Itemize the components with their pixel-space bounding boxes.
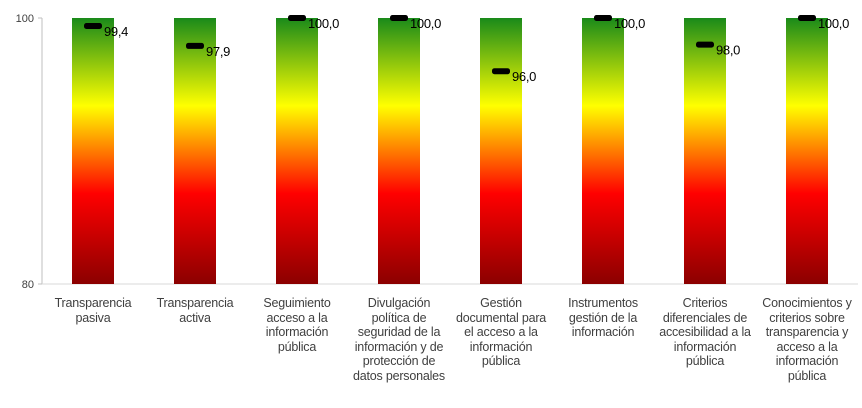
data-labels-group: 99,4 97,9 100,0 100,0 96,0 100,0 98,0 100,0 bbox=[104, 16, 849, 84]
data-label-7: 98,0 bbox=[716, 43, 740, 58]
x-tick-label-line: política de bbox=[371, 310, 427, 325]
x-tick-label-line: Gestión bbox=[480, 296, 522, 310]
data-label-2: 97,9 bbox=[206, 44, 230, 59]
x-tick-label-line: pasiva bbox=[75, 310, 111, 325]
x-tick-label-line: Divulgación bbox=[367, 296, 431, 310]
value-marker-5 bbox=[492, 68, 510, 75]
x-tick-label-line: información bbox=[265, 325, 329, 339]
bar-1 bbox=[72, 18, 114, 284]
value-marker-6 bbox=[594, 15, 612, 21]
bar-5 bbox=[480, 18, 522, 284]
x-tick-label-line: accesibilidad a la bbox=[659, 325, 751, 339]
x-tick-label-8: Conocimientos y criterios sobre transparen… bbox=[753, 296, 861, 383]
value-marker-3 bbox=[288, 15, 306, 21]
x-tick-label-6: Instrumentos gestión de la información bbox=[549, 296, 657, 340]
markers-group bbox=[84, 15, 816, 75]
bar-2 bbox=[174, 18, 216, 284]
x-tick-label-line: protección de bbox=[362, 354, 436, 368]
x-tick-label-line: Conocimientos y bbox=[762, 296, 852, 310]
x-tick-label-line: seguridad de la bbox=[357, 325, 441, 339]
x-tick-label-line: Seguimiento bbox=[263, 296, 331, 310]
data-label-5: 96,0 bbox=[512, 69, 536, 84]
data-label-6: 100,0 bbox=[614, 16, 645, 31]
x-tick-label-line: Instrumentos bbox=[568, 296, 638, 310]
x-tick-label-line: información bbox=[571, 325, 635, 339]
y-tick-label-top: 100 bbox=[16, 13, 34, 25]
x-tick-label-line: pública bbox=[787, 368, 827, 383]
x-tick-label-line: acceso a la bbox=[266, 310, 328, 325]
x-tick-label-line: documental para bbox=[455, 310, 547, 325]
bar-8 bbox=[786, 18, 828, 284]
bar-4 bbox=[378, 18, 420, 284]
x-tick-label-3: Seguimiento acceso a la información pública bbox=[243, 296, 351, 354]
value-marker-1 bbox=[84, 22, 102, 29]
x-tick-label-1: Transparencia pasiva bbox=[39, 296, 147, 325]
x-tick-label-line: información bbox=[673, 339, 737, 354]
x-tick-label-line: criterios sobre bbox=[769, 310, 845, 325]
bar-7 bbox=[684, 18, 726, 284]
x-tick-label-line: Transparencia bbox=[54, 296, 132, 310]
x-tick-label-line: información bbox=[775, 354, 839, 368]
x-tick-label-line: diferenciales de bbox=[662, 310, 748, 325]
data-label-8: 100,0 bbox=[818, 16, 849, 31]
x-tick-label-line: el acceso a la bbox=[464, 325, 538, 339]
bar-6 bbox=[582, 18, 624, 284]
bars-group bbox=[72, 18, 828, 284]
bar-3 bbox=[276, 18, 318, 284]
data-label-4: 100,0 bbox=[410, 16, 441, 31]
x-tick-label-5: Gestión documental para el acceso a la info… bbox=[447, 296, 555, 369]
x-tick-label-line: pública bbox=[481, 354, 521, 368]
x-tick-label-line: acceso a la bbox=[776, 339, 838, 354]
x-tick-label-line: pública bbox=[277, 339, 317, 354]
x-tick-label-line: Transparencia bbox=[156, 296, 234, 310]
x-tick-label-line: pública bbox=[685, 354, 725, 368]
x-tick-label-line: gestión de la bbox=[568, 310, 638, 325]
x-tick-label-line: información bbox=[469, 339, 533, 354]
value-marker-7 bbox=[696, 41, 714, 48]
value-marker-8 bbox=[798, 15, 816, 21]
x-tick-label-line: datos personales bbox=[352, 368, 445, 383]
x-tick-label-line: información y de bbox=[354, 339, 444, 354]
x-tick-label-line: activa bbox=[179, 310, 211, 325]
y-tick-label-bottom: 80 bbox=[22, 279, 34, 291]
x-tick-label-line: transparencia y bbox=[765, 325, 849, 339]
data-label-1: 99,4 bbox=[104, 24, 128, 39]
value-marker-2 bbox=[186, 42, 204, 49]
x-tick-label-4: Divulgación política de seguridad de la inf… bbox=[345, 296, 453, 383]
x-tick-label-line: Criterios bbox=[682, 296, 728, 310]
x-tick-label-2: Transparencia activa bbox=[141, 296, 249, 325]
data-label-3: 100,0 bbox=[308, 16, 339, 31]
x-tick-label-7: Criterios diferenciales de accesibilidad a… bbox=[651, 296, 759, 369]
value-marker-4 bbox=[390, 15, 408, 21]
